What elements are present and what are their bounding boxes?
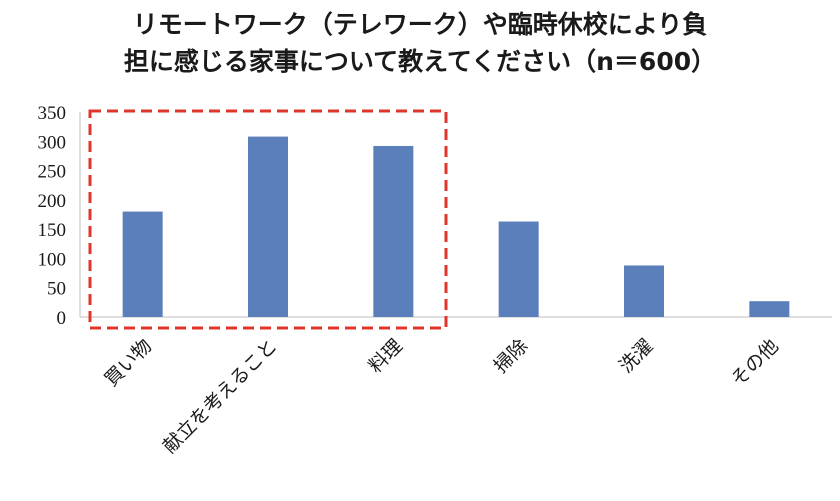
bar <box>248 136 288 317</box>
x-category-label: 料理 <box>364 335 406 377</box>
x-category-label: 買い物 <box>100 335 156 391</box>
y-tick-label: 350 <box>38 103 67 124</box>
x-category-label: 掃除 <box>490 335 532 377</box>
y-tick-label: 300 <box>38 132 67 153</box>
y-tick-label: 150 <box>38 220 67 241</box>
x-category-label: 洗濯 <box>615 335 657 377</box>
highlight-box <box>88 109 448 330</box>
y-tick-label: 100 <box>38 249 67 270</box>
chart-title-line-2: 担に感じる家事について教えてください（n＝600） <box>123 47 717 76</box>
y-tick-label: 0 <box>57 308 67 329</box>
x-category-label: 献立を考えること <box>159 335 282 458</box>
bar <box>373 145 414 317</box>
y-tick-label: 250 <box>38 162 67 183</box>
chart-title: リモートワーク（テレワーク）や臨時休校により負 担に感じる家事について教えてくだ… <box>0 6 840 80</box>
x-category-label: その他 <box>727 335 783 391</box>
y-tick-label: 50 <box>47 279 66 300</box>
bar <box>749 301 790 317</box>
bar <box>624 265 664 317</box>
chart-title-line-1: リモートワーク（テレワーク）や臨時休校により負 <box>132 10 708 39</box>
y-tick-label: 200 <box>38 191 67 212</box>
bar <box>122 211 163 317</box>
bar <box>498 221 539 317</box>
